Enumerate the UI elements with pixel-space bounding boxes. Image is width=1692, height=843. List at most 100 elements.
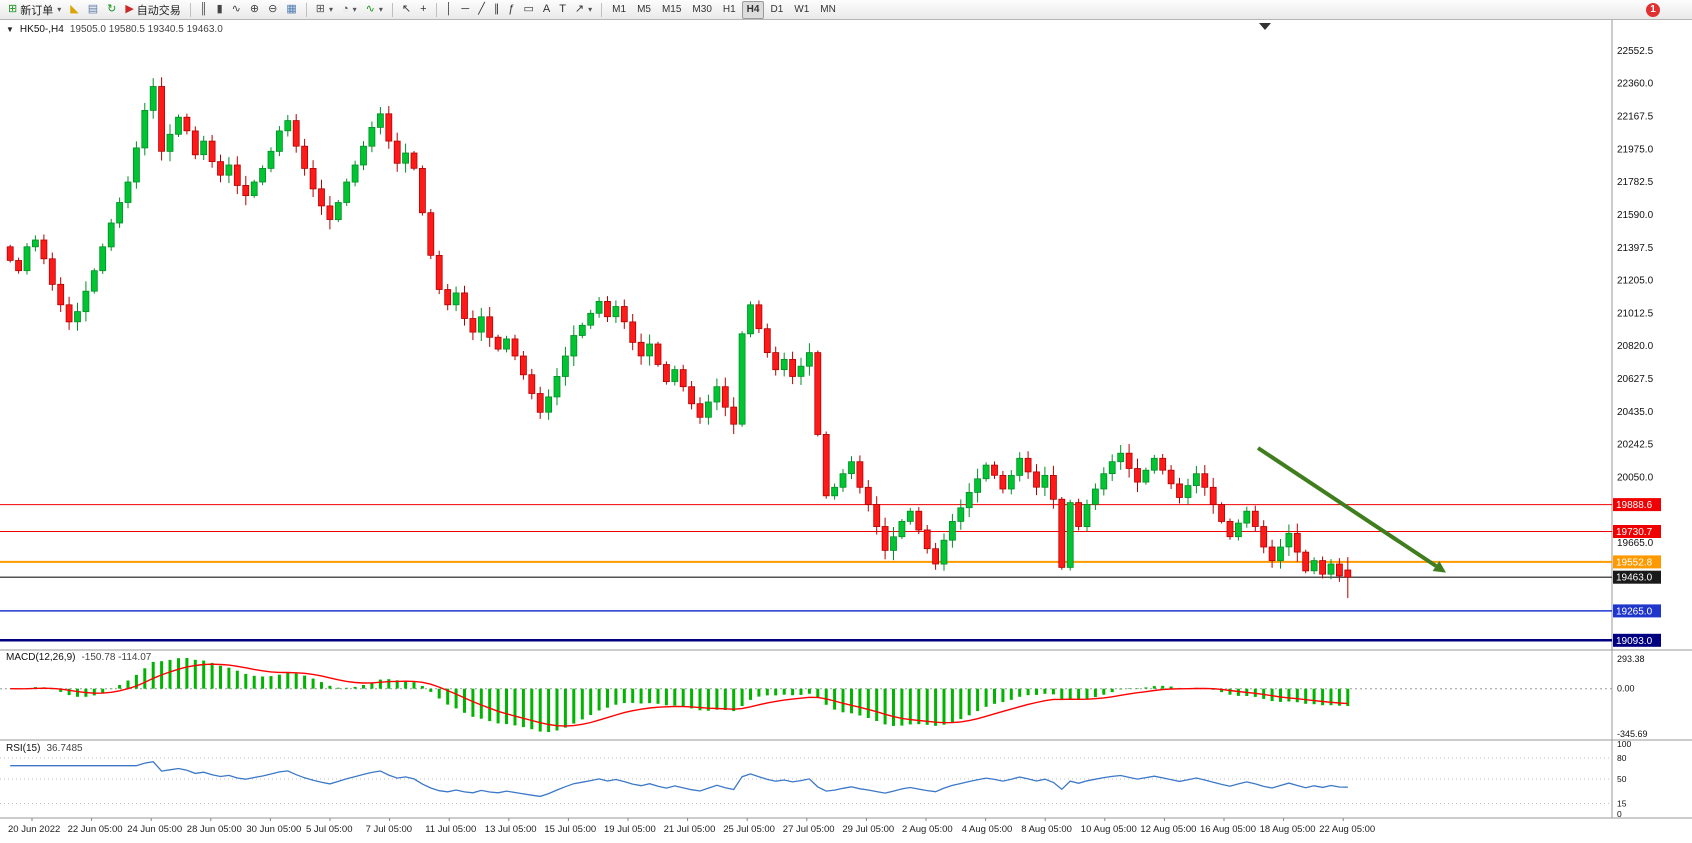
candle	[200, 135, 208, 160]
date-label: 27 Jul 05:00	[783, 824, 835, 835]
refresh-button[interactable]: ↻	[103, 1, 120, 19]
zoom-out-button[interactable]: ⊖	[264, 1, 281, 19]
shapes-button[interactable]: ▭	[519, 1, 537, 19]
candle	[991, 461, 998, 479]
candle	[40, 234, 48, 265]
date-label: 19 Jul 05:00	[604, 824, 656, 835]
candle	[1066, 499, 1074, 571]
price-axis[interactable]: 22552.5 22360.0 22167.5 21975.0 21782.5 21590…	[1617, 46, 1654, 549]
candle	[1092, 483, 1099, 510]
candle	[881, 517, 889, 560]
chart-canvas[interactable]: 22552.5 22360.0 22167.5 21975.0 21782.5 21590…	[0, 20, 1692, 843]
candle	[444, 284, 452, 311]
text-button[interactable]: A	[539, 1, 554, 19]
trend-arrow[interactable]	[1256, 446, 1446, 573]
timeframe-m5-button[interactable]: M5	[637, 4, 651, 15]
candle	[536, 386, 544, 419]
timeframe-d1-button[interactable]: D1	[770, 4, 784, 15]
price-tags: 19888.6 19730.7 19552.8 19463.0 19265.0 19093…	[1613, 498, 1661, 647]
price-axis-label: 21205.0	[1617, 276, 1654, 287]
candle	[620, 299, 628, 329]
timeframe-h1-button[interactable]: H1	[722, 4, 736, 15]
candle	[1209, 477, 1217, 514]
vertical-line-button[interactable]: │	[442, 1, 457, 19]
rsi-axis-label: 80	[1617, 753, 1627, 763]
chart-shift-marker[interactable]	[1259, 23, 1271, 30]
candle	[923, 525, 931, 554]
svg-text:19093.0: 19093.0	[1616, 636, 1653, 647]
timeframe-h4-button[interactable]: H4	[741, 0, 765, 19]
rsi-line	[10, 761, 1348, 798]
tile-windows-button[interactable]: ▦	[282, 1, 300, 19]
candle	[747, 301, 754, 338]
price-axis-label: 19665.0	[1617, 538, 1654, 549]
price-tag: 19093.0	[1613, 633, 1661, 647]
price-axis-label: 21782.5	[1617, 177, 1654, 188]
candle	[688, 381, 695, 410]
shapes-icon: ▭	[523, 3, 534, 15]
candle	[663, 361, 670, 385]
cursor-button[interactable]: ↖	[398, 1, 415, 19]
new-chart-button[interactable]: ⊞ ▾	[312, 1, 337, 19]
candle	[402, 143, 410, 173]
candle	[1075, 498, 1082, 531]
timeframe-mn-button[interactable]: MN	[820, 4, 836, 15]
macd-axis-label: 293.38	[1617, 654, 1645, 664]
candle	[1117, 445, 1125, 470]
candle	[1108, 454, 1116, 481]
timeframe-w1-button[interactable]: W1	[794, 4, 810, 15]
candle	[1184, 478, 1192, 505]
fibonacci-button[interactable]: ƒ	[504, 1, 518, 19]
line-view-button[interactable]: ∿	[228, 1, 245, 19]
candle	[1134, 458, 1141, 493]
zoom-out-icon: ⊖	[268, 3, 278, 15]
rsi-axis-label: 50	[1617, 774, 1627, 784]
bars-view-button[interactable]: ║	[196, 1, 212, 19]
channel-button[interactable]: ∥	[490, 1, 504, 19]
candles-view-icon: ▮	[216, 3, 223, 15]
candle	[780, 352, 788, 377]
svg-text:19552.8: 19552.8	[1616, 557, 1653, 568]
crosshair-button[interactable]: +	[416, 1, 430, 19]
date-label: 4 Aug 05:00	[962, 824, 1013, 835]
candle	[806, 343, 813, 376]
indicators-button[interactable]: ∿ ▾	[362, 1, 387, 19]
candle	[705, 394, 712, 425]
price-tag: 19265.0	[1613, 604, 1661, 618]
profiles-button[interactable]: ◔ ▾	[338, 1, 361, 19]
candle	[250, 179, 258, 198]
trendline-button[interactable]: ╱	[474, 1, 489, 19]
text-icon: A	[542, 3, 551, 15]
candle	[1344, 557, 1352, 599]
candles-view-button[interactable]: ▮	[213, 1, 227, 19]
candle	[107, 218, 115, 251]
cursor-icon: ↖	[401, 3, 412, 15]
candle	[595, 297, 603, 318]
candle	[132, 141, 140, 189]
price-axis-label: 21975.0	[1617, 144, 1654, 155]
alerts-button[interactable]: ◣	[66, 1, 82, 19]
candle	[637, 333, 645, 365]
new-order-button[interactable]: ⊞ 新订单 ▾	[4, 1, 65, 19]
auto-trading-button[interactable]: ▶ 自动交易	[121, 1, 184, 19]
candle	[368, 121, 376, 153]
candle	[1050, 465, 1057, 509]
timeframe-m1-button[interactable]: M1	[612, 4, 627, 15]
date-axis[interactable]: 20 Jun 2022 22 Jun 05:00 24 Jun 05:00 28 Ju…	[8, 818, 1375, 835]
candle	[309, 160, 317, 197]
candle	[1293, 523, 1301, 562]
text-label-button[interactable]: T	[555, 1, 570, 19]
candle	[418, 165, 426, 216]
zoom-in-button[interactable]: ⊕	[246, 1, 263, 19]
toolbar-separator	[189, 2, 191, 17]
candle	[351, 160, 359, 187]
horizontal-line-button[interactable]: ─	[457, 1, 473, 19]
candle	[284, 115, 292, 137]
chart-list-button[interactable]: ▤	[84, 1, 102, 19]
timeframe-m15-button[interactable]: M15	[661, 4, 682, 15]
arrows-button[interactable]: ↗ ▾	[571, 1, 596, 19]
price-axis-label: 22552.5	[1617, 46, 1654, 57]
candle	[949, 513, 956, 548]
timeframe-m30-button[interactable]: M30	[692, 4, 712, 15]
notification-badge[interactable]: 1	[1646, 2, 1660, 17]
